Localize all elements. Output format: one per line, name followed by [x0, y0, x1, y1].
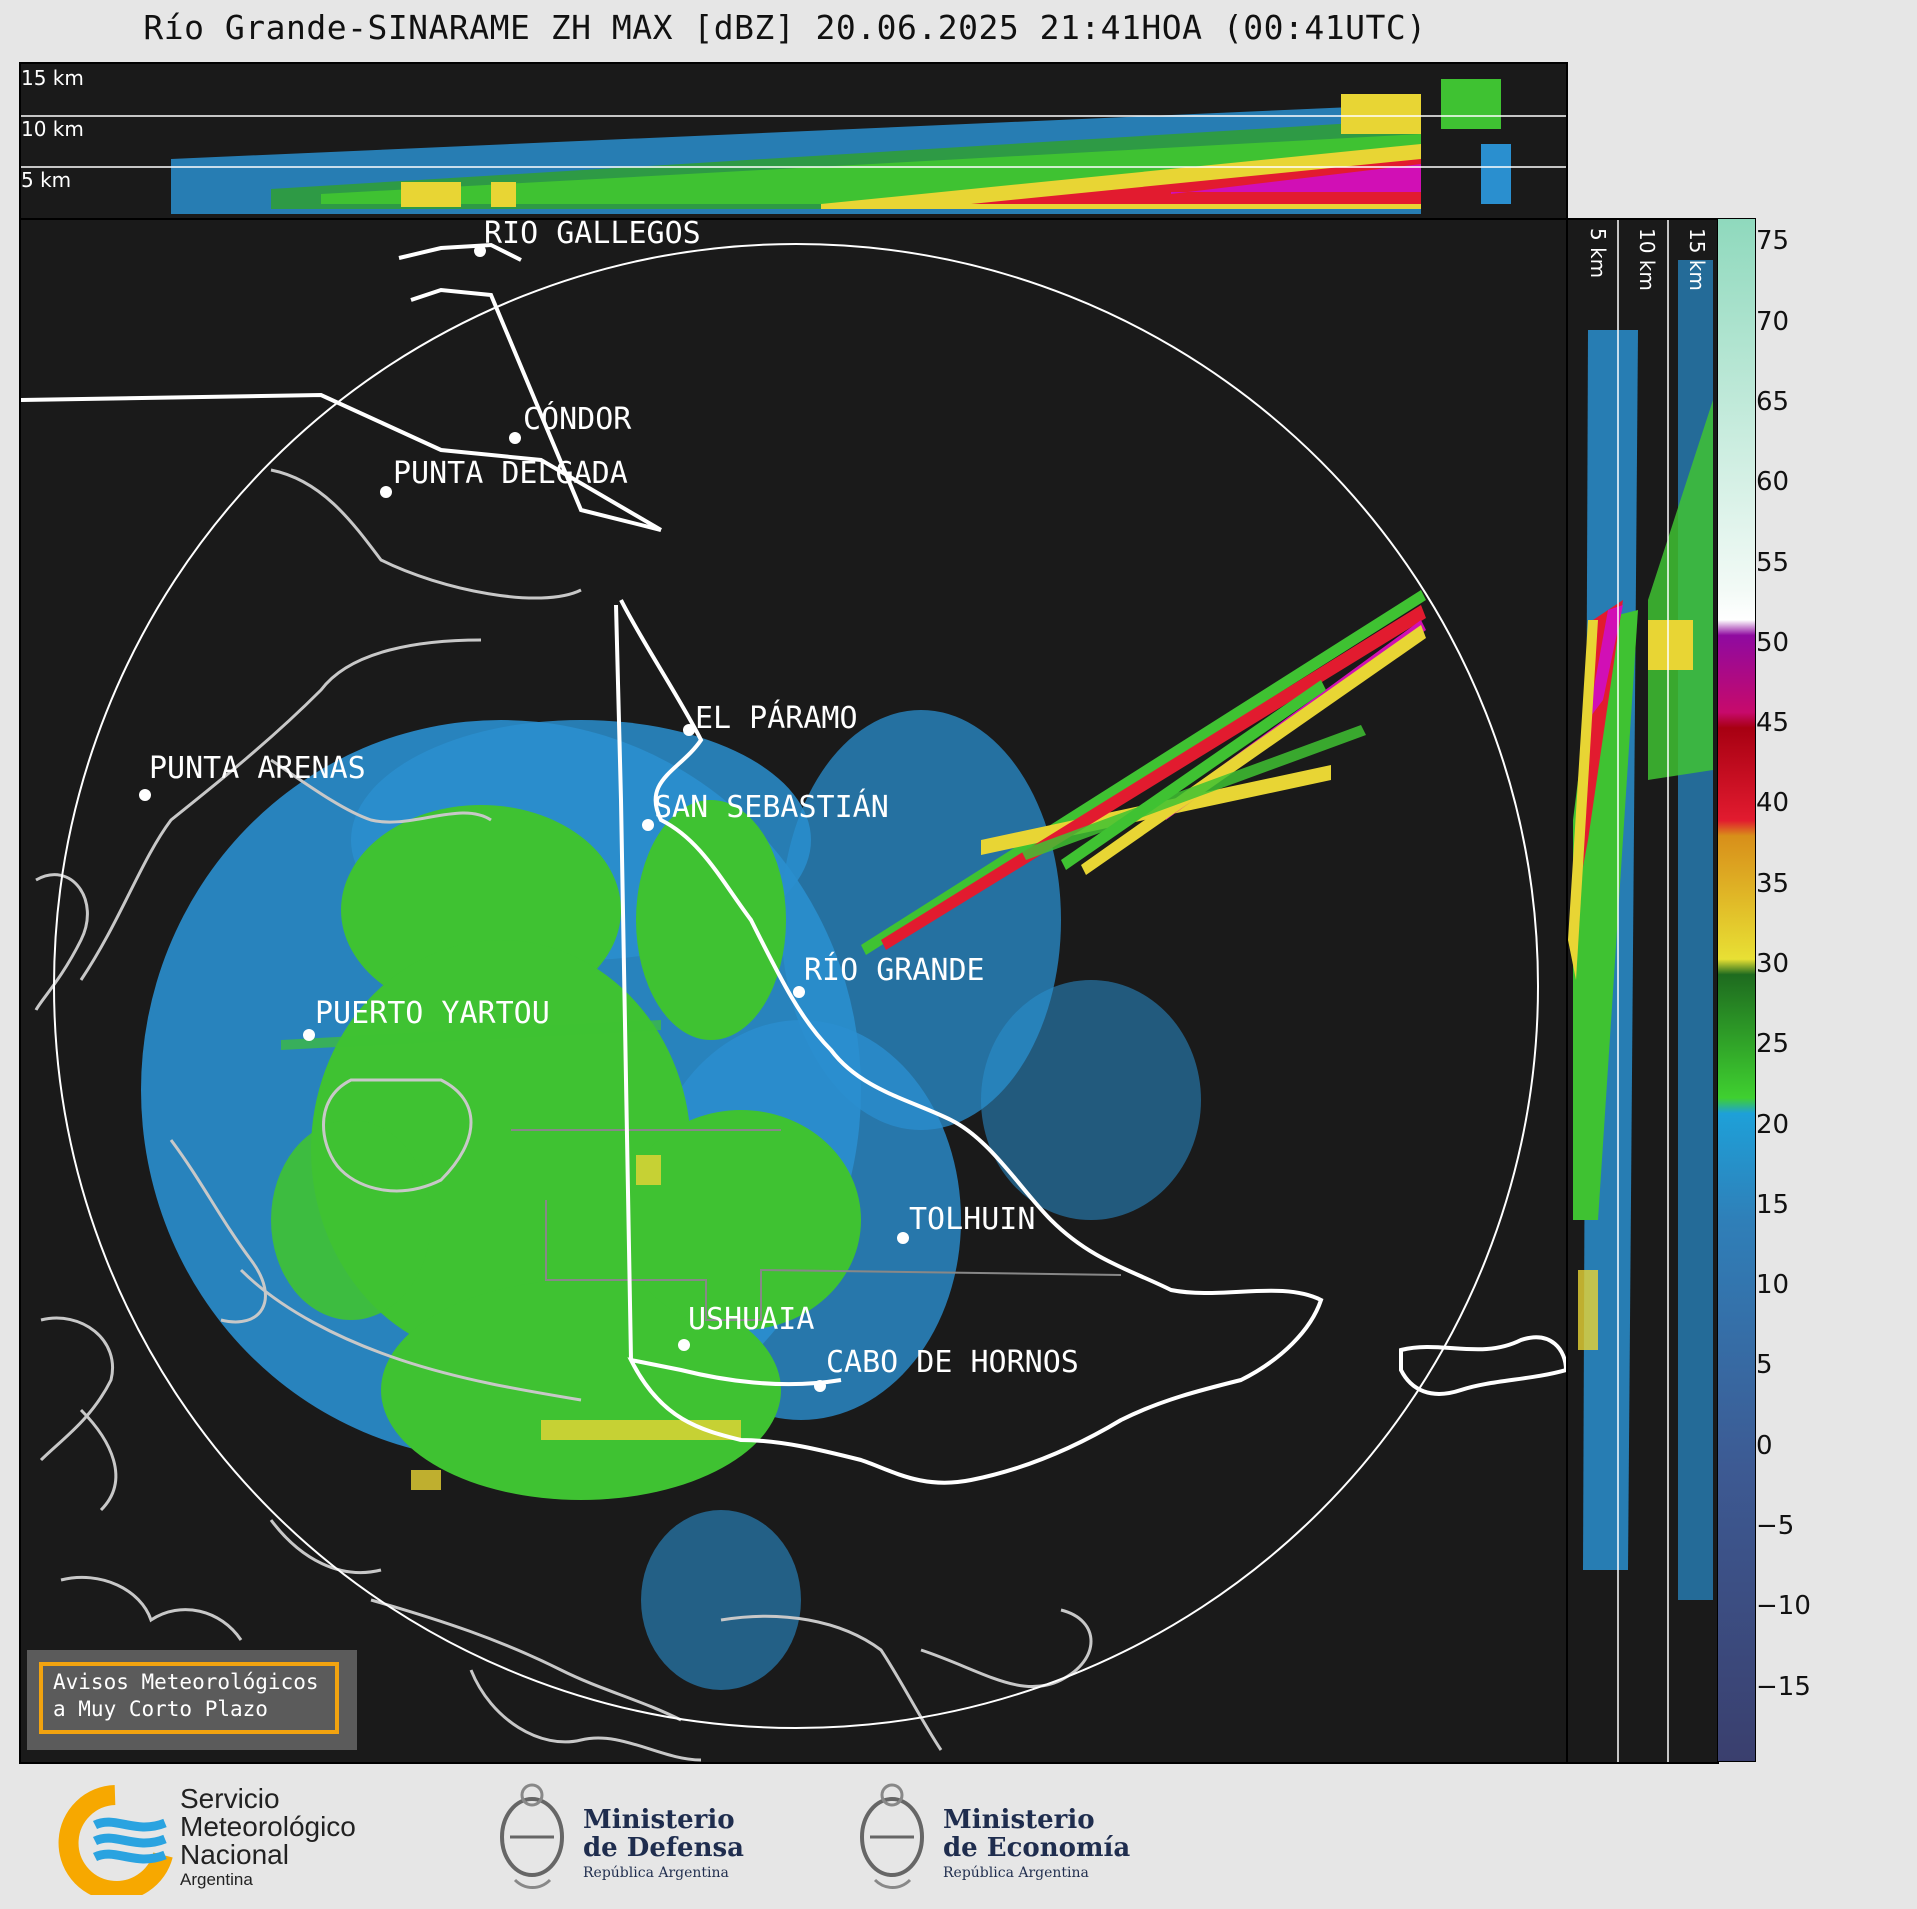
coat-of-arms-icon [860, 1783, 924, 1889]
colorbar-tick: 50 [1756, 628, 1790, 658]
economia-logo-line: República Argentina [943, 1865, 1089, 1881]
altitude-label: 15 km [1685, 228, 1709, 291]
colorbar-tick: 70 [1756, 307, 1790, 337]
side-profile-svg [1568, 220, 1713, 1762]
colorbar-tick: 75 [1756, 226, 1790, 256]
radar-map-panel: RÍO GALLEGOS CÓNDOR PUNTA DELGADA EL PÁR… [19, 218, 1568, 1764]
colorbar-tick: 15 [1756, 1190, 1790, 1220]
city-label: PUNTA ARENAS [149, 751, 366, 786]
alert-line: Avisos Meteorológicos [53, 1670, 319, 1694]
colorbar-tick: 45 [1756, 708, 1790, 738]
economia-logo-line: Ministerio [943, 1805, 1095, 1835]
defensa-logo: Ministerio de Defensa República Argentin… [495, 1775, 755, 1895]
colorbar-tick: 20 [1756, 1110, 1790, 1140]
colorbar-tick: 65 [1756, 387, 1790, 417]
smn-logo-line: Meteorológico [180, 1811, 356, 1842]
coat-of-arms-icon [500, 1783, 564, 1889]
side-vertical-profile-panel: 5 km 10 km 15 km [1566, 218, 1719, 1764]
city-label: SAN SEBASTIÁN [654, 790, 889, 825]
top-vertical-profile-panel: 15 km 10 km 5 km [19, 62, 1568, 222]
map-title: Río Grande-SINARAME ZH MAX [dBZ] 20.06.2… [143, 8, 1427, 47]
side-profile-echoes [1568, 260, 1713, 1600]
colorbar-tick: 60 [1756, 467, 1790, 497]
city-label: PUERTO YARTOU [315, 996, 550, 1031]
admin-boundaries [511, 1129, 1122, 1321]
colorbar-tick: 10 [1756, 1270, 1790, 1300]
city-label: EL PÁRAMO [695, 701, 858, 736]
top-profile-svg [21, 79, 1566, 214]
defensa-logo-line: Ministerio [583, 1805, 735, 1835]
economia-logo: Ministerio de Economía República Argenti… [855, 1775, 1135, 1895]
smn-logo-line: Argentina [180, 1870, 253, 1889]
reflectivity-colorbar [1717, 218, 1756, 1762]
alert-box-frame: Avisos Meteorológicos a Muy Corto Plazo [39, 1662, 339, 1734]
smn-logo-line: Servicio [180, 1783, 280, 1814]
defensa-logo-line: República Argentina [583, 1865, 729, 1881]
city-label: CABO DE HORNOS [826, 1345, 1079, 1380]
altitude-label: 5 km [1586, 228, 1610, 279]
economia-logo-line: de Economía [943, 1833, 1131, 1863]
city-label: TOLHUIN [909, 1202, 1036, 1237]
city-label: USHUAIA [688, 1302, 815, 1337]
city-label: RÍO GALLEGOS [484, 218, 701, 251]
smn-logo-icon [58, 1785, 173, 1901]
colorbar-tick: −15 [1756, 1672, 1811, 1702]
colorbar-tick: −5 [1756, 1511, 1795, 1541]
altitude-label: 15 km [21, 66, 84, 90]
city-label: PUNTA DELGADA [393, 456, 628, 491]
altitude-label: 10 km [21, 117, 84, 141]
city-markers [139, 245, 909, 1392]
altitude-label: 5 km [21, 168, 72, 192]
colorbar-tick: 5 [1756, 1350, 1773, 1380]
city-label: CÓNDOR [523, 402, 632, 437]
colorbar-tick: 25 [1756, 1029, 1790, 1059]
colorbar-tick: −10 [1756, 1591, 1811, 1621]
colorbar-tick: 35 [1756, 869, 1790, 899]
radar-range-ring [53, 243, 1539, 1729]
smn-logo: Servicio Meteorológico Nacional Argentin… [55, 1783, 395, 1901]
defensa-logo-line: de Defensa [583, 1833, 744, 1863]
alert-box: Avisos Meteorológicos a Muy Corto Plazo [27, 1650, 357, 1750]
coastline-outlines [34, 468, 1093, 1762]
colorbar-tick: 0 [1756, 1431, 1773, 1461]
radar-map-svg [21, 242, 1566, 1762]
city-label: RÍO GRANDE [804, 953, 985, 988]
alert-line: a Muy Corto Plazo [53, 1697, 268, 1721]
country-borders [21, 242, 1566, 1485]
colorbar-tick: 30 [1756, 949, 1790, 979]
colorbar-tick: 40 [1756, 788, 1790, 818]
top-profile-echoes [171, 79, 1511, 214]
colorbar-tick: 55 [1756, 548, 1790, 578]
altitude-label: 10 km [1635, 228, 1659, 291]
smn-logo-line: Nacional [180, 1839, 289, 1870]
